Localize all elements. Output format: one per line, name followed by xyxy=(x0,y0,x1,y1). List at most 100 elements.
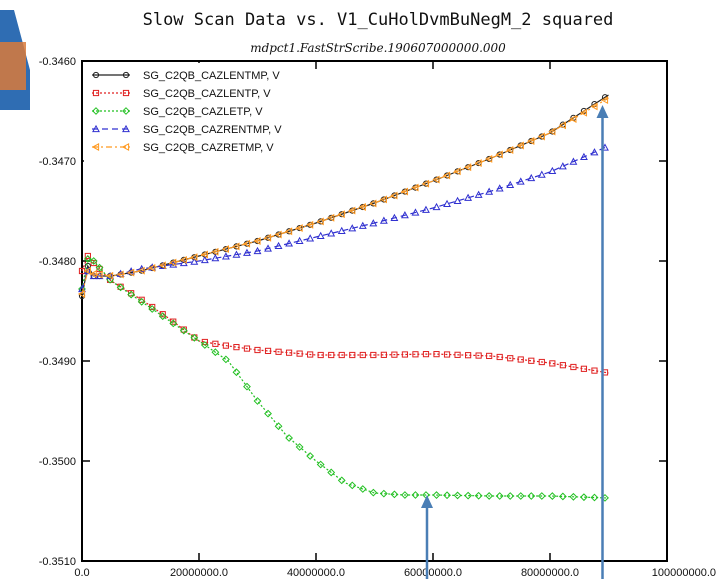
legend-marker xyxy=(121,143,130,151)
legend-marker xyxy=(122,107,130,115)
data-point xyxy=(579,152,588,161)
data-point xyxy=(349,351,356,359)
data-point xyxy=(116,270,124,279)
legend-marker xyxy=(92,71,100,79)
data-point xyxy=(379,489,388,498)
annotation-arrow xyxy=(421,495,433,579)
data-point xyxy=(495,492,504,500)
data-point xyxy=(516,492,525,500)
data-point xyxy=(190,253,198,262)
data-point xyxy=(379,216,388,224)
data-point xyxy=(496,353,503,361)
data-point xyxy=(211,348,220,357)
legend-item-label: SG_C2QB_CAZRETMP, V xyxy=(143,142,274,154)
data-point xyxy=(549,360,556,367)
data-point xyxy=(422,351,430,358)
data-point xyxy=(77,290,86,298)
data-point xyxy=(275,348,282,355)
data-point xyxy=(221,252,230,260)
legend-marker xyxy=(91,143,100,151)
x-tick-label: 40000000.0 xyxy=(287,567,345,579)
data-point xyxy=(401,351,409,358)
data-point xyxy=(316,217,324,226)
data-point xyxy=(527,137,535,145)
data-point xyxy=(179,326,188,335)
data-point xyxy=(211,254,220,262)
legend-marker xyxy=(122,89,130,97)
data-point xyxy=(285,239,294,247)
data-point xyxy=(442,171,451,180)
data-point xyxy=(506,146,514,154)
data-point xyxy=(591,367,598,374)
corner-orange-shape xyxy=(0,42,26,90)
legend-marker xyxy=(122,71,130,79)
legend-marker xyxy=(92,124,100,133)
data-point xyxy=(390,191,398,200)
data-point xyxy=(179,255,187,264)
data-point xyxy=(243,248,251,256)
data-point xyxy=(486,352,493,360)
data-point xyxy=(359,351,366,359)
data-point xyxy=(432,175,440,184)
series-line xyxy=(81,97,609,295)
data-point xyxy=(590,493,599,502)
data-point xyxy=(200,341,209,349)
series-3 xyxy=(78,143,609,293)
y-tick-label: -0.3480 xyxy=(39,256,76,268)
data-point xyxy=(306,220,314,229)
data-point xyxy=(569,492,578,501)
data-point xyxy=(495,150,503,159)
y-axis: -0.3510 -0.3500 -0.3490 -0.3480 -0.3470 -0.34… xyxy=(39,56,667,568)
data-point xyxy=(537,170,546,178)
data-point xyxy=(327,468,336,477)
data-point xyxy=(538,358,545,366)
data-point xyxy=(243,345,251,352)
data-point xyxy=(306,452,315,460)
data-point xyxy=(253,237,261,245)
data-point xyxy=(358,203,366,211)
data-point xyxy=(200,250,208,259)
data-point xyxy=(84,252,91,260)
x-tick-label: 80000000.0 xyxy=(521,567,579,579)
data-point xyxy=(95,263,104,272)
data-point xyxy=(126,268,135,277)
data-point xyxy=(337,210,345,219)
data-point xyxy=(401,491,409,499)
legend-marker xyxy=(92,89,100,97)
data-point xyxy=(233,344,240,351)
legend-marker xyxy=(122,124,130,133)
data-point xyxy=(89,271,98,280)
x-tick-label: 0.0 xyxy=(74,567,89,579)
data-point xyxy=(485,187,494,195)
data-point xyxy=(380,351,387,358)
legend-item-label: SG_C2QB_CAZLETP, V xyxy=(143,106,263,118)
x-tick-label: 100000000.0 xyxy=(652,567,716,579)
data-point xyxy=(527,173,536,182)
data-point xyxy=(569,115,577,123)
data-point xyxy=(190,257,199,265)
data-point xyxy=(232,250,241,258)
data-point xyxy=(284,227,293,236)
data-point xyxy=(296,350,303,357)
data-point xyxy=(232,242,240,251)
data-point xyxy=(411,491,420,499)
y-tick-label: -0.3470 xyxy=(39,156,76,168)
data-point xyxy=(148,305,157,313)
data-point xyxy=(600,96,609,105)
data-point xyxy=(485,492,494,500)
data-point xyxy=(328,351,335,359)
data-point xyxy=(254,346,261,354)
data-point xyxy=(506,180,515,189)
data-point xyxy=(83,267,91,275)
data-point xyxy=(83,255,92,263)
chart-subtitle: mdpct1.FastStrScribe.190607000000.000 xyxy=(250,41,506,55)
data-point xyxy=(169,319,178,328)
arrow-head xyxy=(596,105,609,118)
data-point xyxy=(158,312,167,321)
data-point xyxy=(137,266,145,275)
data-point xyxy=(421,179,430,188)
data-point xyxy=(295,443,304,451)
data-point xyxy=(390,490,399,499)
data-point xyxy=(89,270,97,278)
